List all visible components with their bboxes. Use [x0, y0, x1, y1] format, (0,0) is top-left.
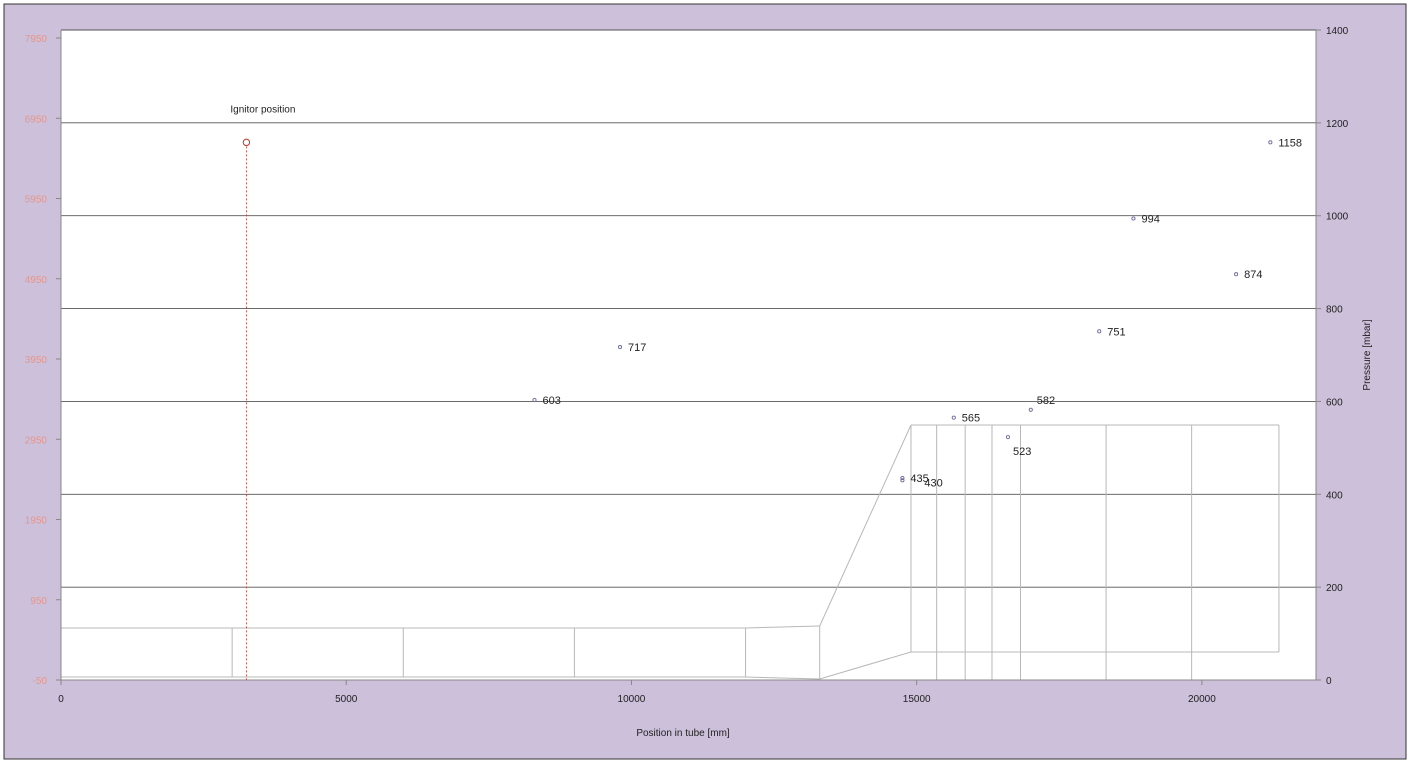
- x-tick-label: 5000: [335, 694, 358, 705]
- y-axis-title: Pressure [mbar]: [1362, 319, 1373, 390]
- right-y-tick-label: 1000: [1326, 212, 1349, 223]
- ignitor-label: Ignitor position: [230, 104, 295, 115]
- data-point: [532, 397, 537, 403]
- data-label: 874: [1244, 269, 1262, 281]
- data-label: 994: [1141, 214, 1159, 226]
- data-label: 523: [1013, 446, 1031, 458]
- left-y-tick-label: 950: [30, 596, 47, 607]
- data-point: [951, 415, 956, 420]
- data-label: 603: [542, 395, 560, 407]
- data-label: 1158: [1278, 137, 1302, 149]
- left-y-tick-label: 7950: [25, 34, 48, 45]
- left-y-tick-label: 3950: [25, 355, 48, 366]
- left-y-tick-label: 6950: [25, 114, 48, 125]
- left-y-tick-label: -50: [33, 676, 48, 687]
- right-y-tick-label: 1400: [1326, 26, 1349, 37]
- x-tick-label: 20000: [1188, 694, 1216, 705]
- tube-schematic: [61, 424, 1280, 680]
- right-y-tick-label: 400: [1326, 490, 1343, 501]
- right-y-tick-label: 800: [1326, 305, 1343, 316]
- data-label: 717: [628, 342, 646, 354]
- left-y-tick-label: 1950: [25, 516, 48, 527]
- data-point: [1028, 407, 1033, 412]
- axes: 0 5000 10000 15000 20000 0 200 400 600 800 1000 120…: [25, 26, 1349, 705]
- data-label: 582: [1037, 395, 1055, 407]
- data-point: [1131, 216, 1136, 221]
- right-y-tick-label: 1200: [1326, 119, 1349, 130]
- right-y-tick-label: 600: [1326, 397, 1343, 408]
- x-tick-label: 15000: [903, 694, 931, 705]
- left-y-tick-label: 2950: [25, 435, 48, 446]
- data-point: [1097, 329, 1102, 334]
- data-label: 430: [924, 477, 942, 489]
- data-label: 565: [962, 413, 980, 425]
- ignitor-marker-group: Ignitor position: [230, 104, 295, 680]
- x-axis-title: Position in tube [mm]: [636, 728, 730, 739]
- right-y-tick-label: 200: [1326, 583, 1343, 594]
- data-point: [900, 478, 905, 483]
- x-tick-label: 0: [58, 694, 64, 705]
- tube-cone-outline: [819, 651, 912, 680]
- x-tick-label: 10000: [618, 694, 646, 705]
- data-point: [1005, 435, 1011, 440]
- data-label: 751: [1107, 326, 1125, 338]
- left-y-tick-label: 4950: [25, 275, 48, 286]
- tube-cone-outline: [819, 424, 912, 627]
- data-point: [900, 475, 905, 481]
- tube-outline: [745, 676, 820, 680]
- tube-outline: [745, 625, 820, 629]
- plot-area: [61, 30, 1316, 680]
- ignitor-marker: [242, 138, 251, 147]
- left-y-tick-label: 5950: [25, 195, 48, 206]
- data-point: [617, 345, 623, 350]
- gridlines: [61, 29, 1316, 588]
- data-point: [1234, 272, 1239, 277]
- data-point: [1268, 140, 1273, 145]
- right-y-tick-label: 0: [1326, 676, 1332, 687]
- data-label: 435: [910, 473, 928, 485]
